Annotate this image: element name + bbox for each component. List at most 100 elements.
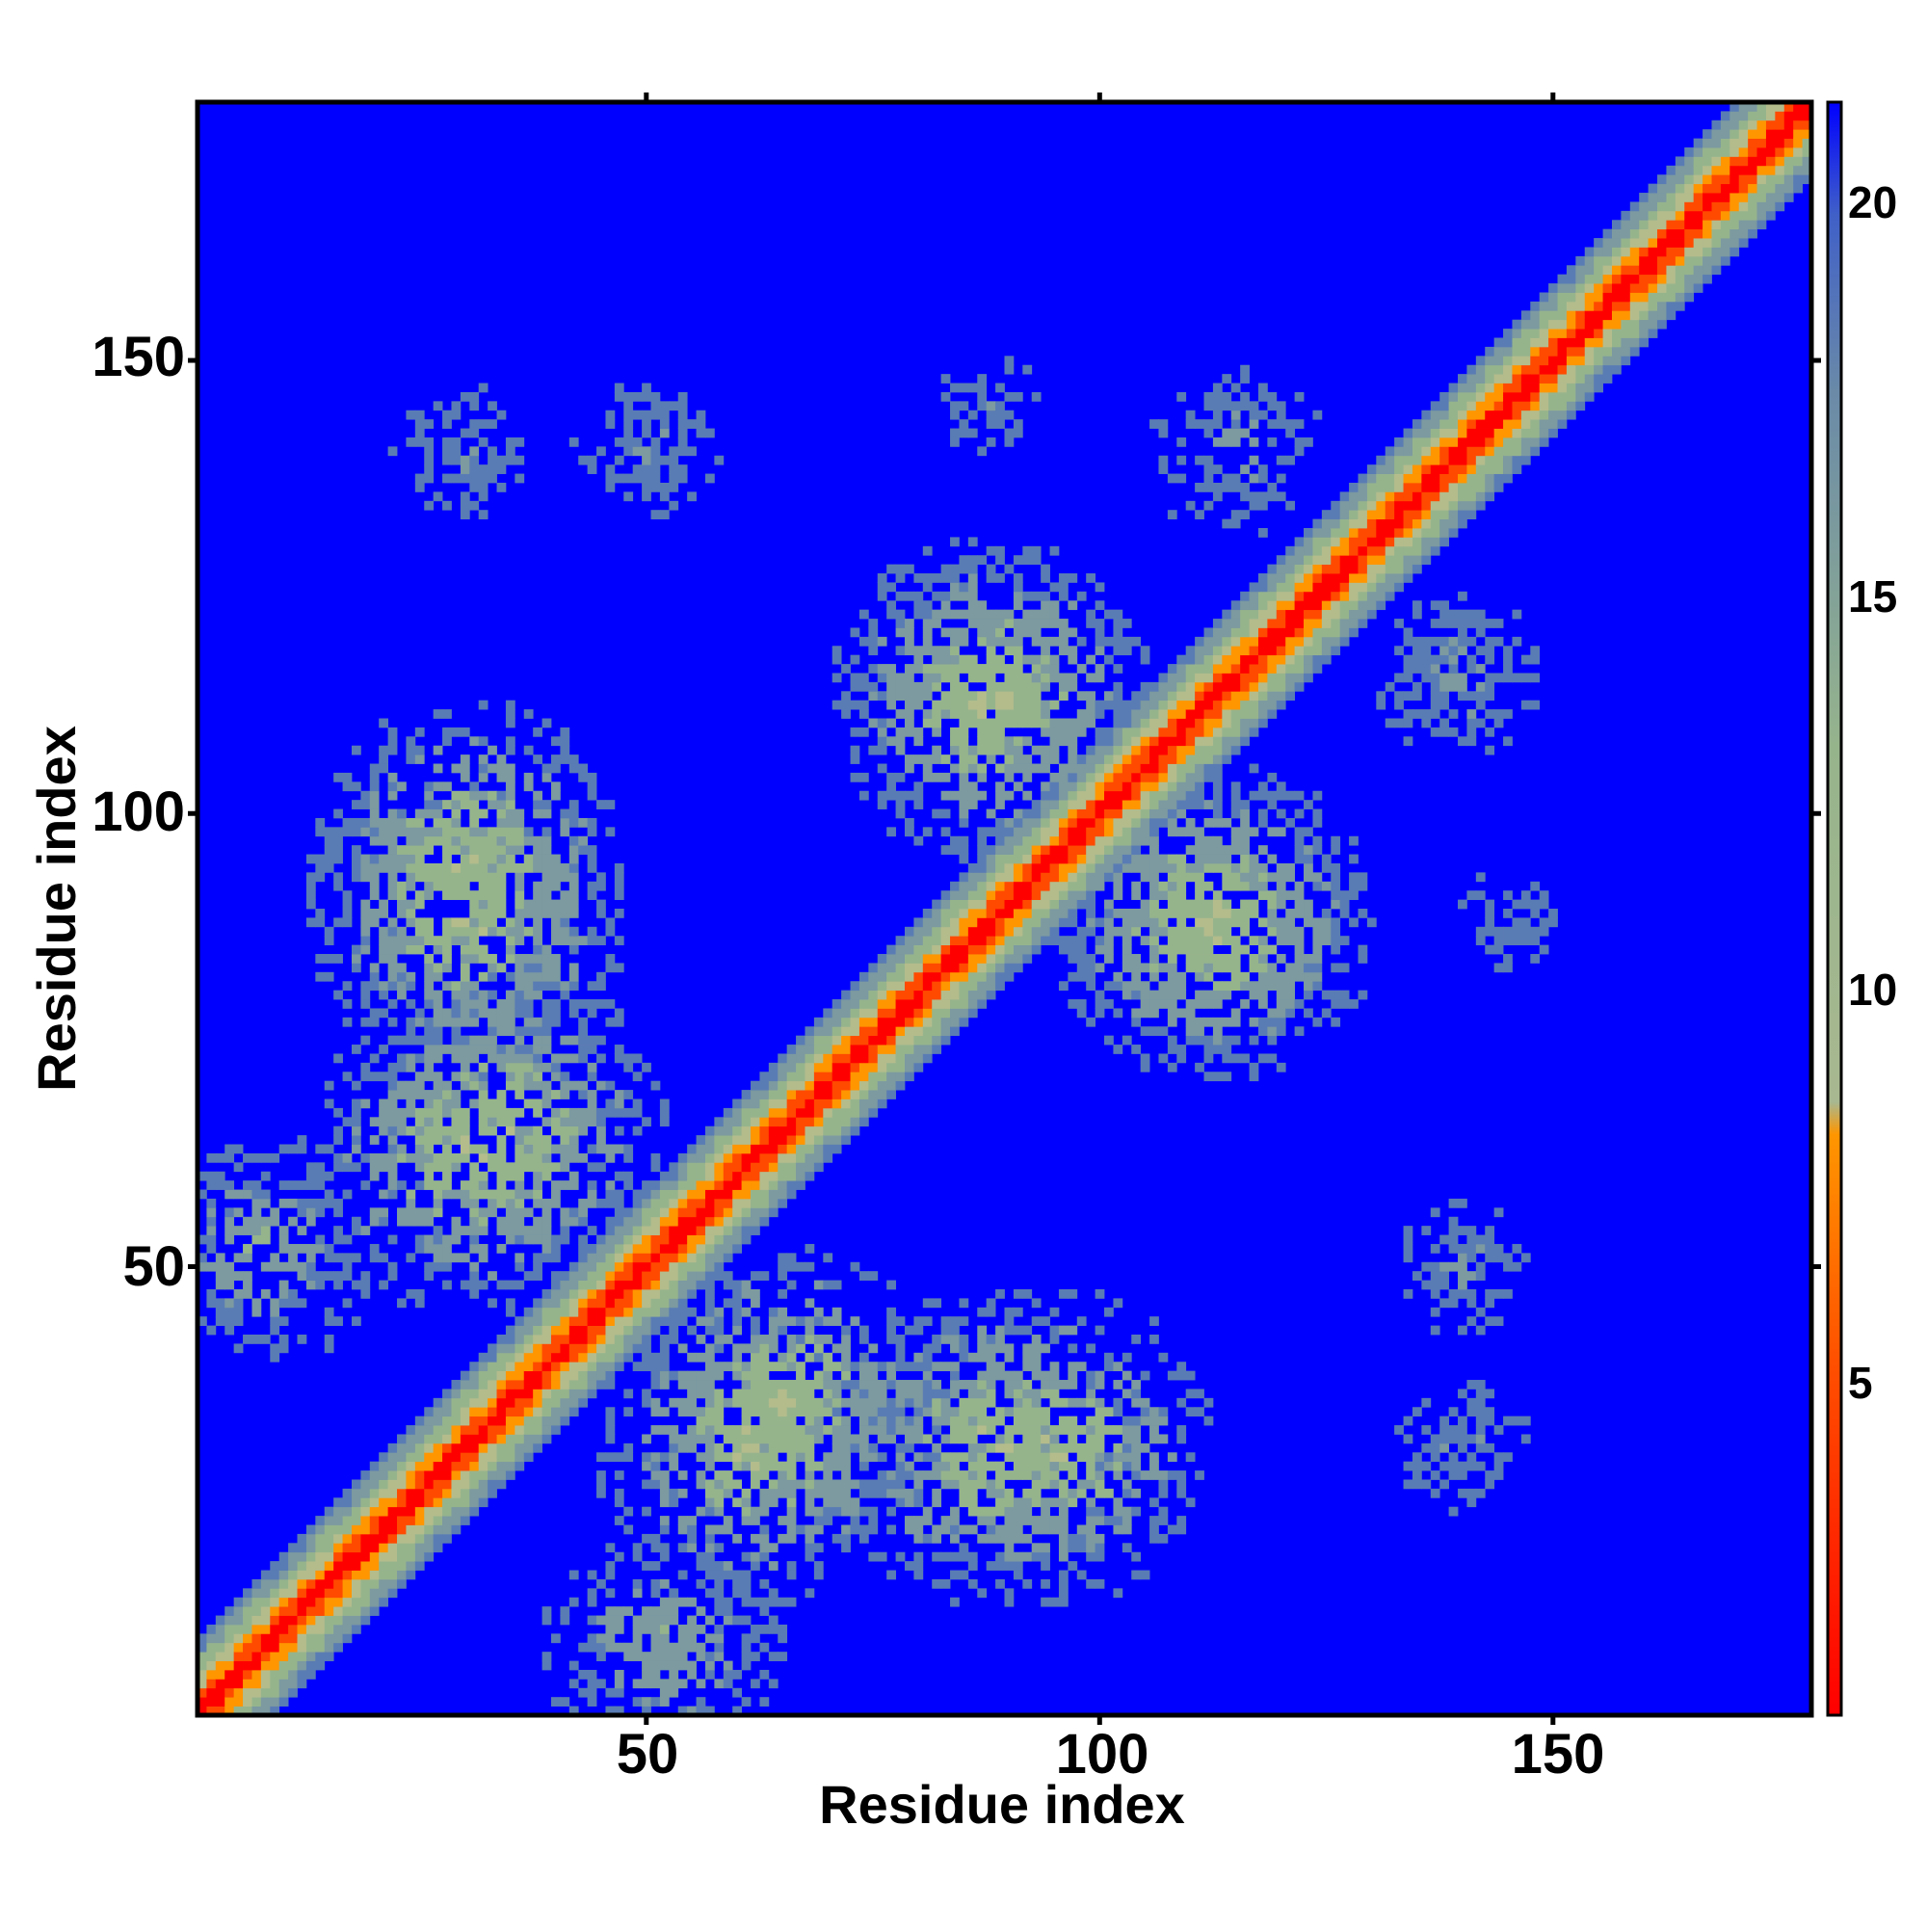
heatmap-cell (650, 1452, 661, 1463)
heatmap-cell (496, 1416, 507, 1426)
heatmap-cell (478, 1442, 488, 1453)
heatmap-cell (868, 664, 879, 674)
heatmap-cell (342, 1543, 353, 1553)
heatmap-cell (623, 1107, 634, 1118)
heatmap-cell (1022, 1461, 1033, 1471)
heatmap-cell (351, 1615, 361, 1626)
heatmap-cell (841, 1533, 851, 1544)
heatmap-cell (687, 1198, 697, 1208)
heatmap-cell (977, 1470, 988, 1480)
heatmap-cell (414, 1488, 425, 1498)
heatmap-cell (541, 1335, 552, 1344)
heatmap-cell (950, 981, 960, 992)
heatmap-cell (732, 1615, 743, 1626)
heatmap-cell (714, 1243, 725, 1254)
heatmap-cell (297, 1180, 307, 1190)
heatmap-cell (823, 1461, 833, 1471)
heatmap-cell (1104, 835, 1114, 846)
heatmap-cell (460, 1189, 470, 1200)
heatmap-cell (778, 1162, 788, 1173)
heatmap-cell (1095, 1452, 1105, 1463)
heatmap-cell (478, 827, 488, 837)
heatmap-cell (805, 1090, 815, 1099)
heatmap-cell (460, 1072, 470, 1082)
heatmap-cell (260, 1261, 271, 1272)
heatmap-cell (1058, 936, 1069, 946)
heatmap-cell (541, 1362, 552, 1372)
heatmap-cell (940, 1479, 951, 1490)
heatmap-cell (786, 1597, 797, 1607)
heatmap-cell (460, 990, 470, 1000)
heatmap-cell (251, 1642, 262, 1653)
heatmap-cell (977, 936, 988, 946)
heatmap-cell (515, 473, 525, 484)
heatmap-cell (605, 1343, 616, 1354)
heatmap-cell (805, 1243, 815, 1254)
heatmap-cell (360, 1470, 371, 1480)
heatmap-cell (270, 1597, 280, 1607)
heatmap-cell (877, 1551, 887, 1562)
heatmap-cell (704, 1135, 715, 1145)
heatmap-cell (723, 1107, 733, 1118)
heatmap-cell (414, 890, 425, 900)
heatmap-cell (977, 1425, 988, 1435)
heatmap-cell (496, 464, 507, 474)
heatmap-cell (533, 881, 542, 891)
heatmap-cell (922, 1380, 933, 1389)
heatmap-cell (496, 1434, 507, 1444)
heatmap-cell (922, 709, 933, 719)
heatmap-cell (305, 917, 316, 928)
heatmap-cell (1076, 944, 1087, 955)
heatmap-cell (922, 573, 933, 583)
heatmap-cell (523, 827, 534, 837)
heatmap-cell (387, 817, 398, 828)
heatmap-cell (995, 781, 1005, 792)
heatmap-cell (1076, 1397, 1087, 1408)
heatmap-cell (1049, 917, 1060, 928)
heatmap-cell (687, 1660, 697, 1671)
heatmap-cell (478, 1125, 488, 1136)
heatmap-cell (533, 1045, 542, 1054)
heatmap-cell (841, 999, 851, 1009)
heatmap-cell (823, 1452, 833, 1463)
heatmap-cell (1013, 845, 1023, 855)
heatmap-cell (1013, 1442, 1023, 1453)
heatmap-cell (932, 1452, 942, 1463)
heatmap-cell (932, 718, 942, 728)
heatmap-cell (297, 1624, 307, 1634)
heatmap-cell (1104, 727, 1114, 737)
heatmap-cell (406, 1551, 416, 1562)
heatmap-cell (505, 1107, 515, 1118)
heatmap-cell (397, 971, 407, 982)
heatmap-cell (1076, 954, 1087, 964)
heatmap-cell (1041, 1578, 1050, 1589)
heatmap-cell (324, 1588, 334, 1599)
heatmap-cell (995, 1470, 1005, 1480)
heatmap-cell (677, 1524, 688, 1535)
heatmap-cell (505, 954, 515, 964)
heatmap-cell (333, 1207, 343, 1218)
heatmap-cell (913, 1407, 924, 1417)
heatmap-cell (270, 1352, 280, 1363)
heatmap-cell (469, 1362, 480, 1372)
heatmap-cell (650, 510, 661, 519)
heatmap-cell (614, 1687, 624, 1698)
heatmap-cell (669, 1642, 679, 1653)
heatmap-cell (704, 1524, 715, 1535)
heatmap-cell (360, 1280, 371, 1290)
heatmap-cell (533, 1098, 542, 1109)
heatmap-cell (1049, 862, 1060, 873)
heatmap-cell (650, 1561, 661, 1571)
heatmap-cell (642, 446, 651, 457)
heatmap-cell (523, 1335, 534, 1344)
heatmap-cell (677, 1597, 688, 1607)
heatmap-cell (533, 1362, 542, 1372)
heatmap-cell (950, 1425, 960, 1435)
heatmap-cell (424, 1180, 435, 1190)
heatmap-cell (805, 1425, 815, 1435)
heatmap-cell (505, 1343, 515, 1354)
heatmap-cell (505, 944, 515, 955)
heatmap-cell (977, 944, 988, 955)
heatmap-cell (1004, 845, 1015, 855)
heatmap-cell (868, 1397, 879, 1408)
